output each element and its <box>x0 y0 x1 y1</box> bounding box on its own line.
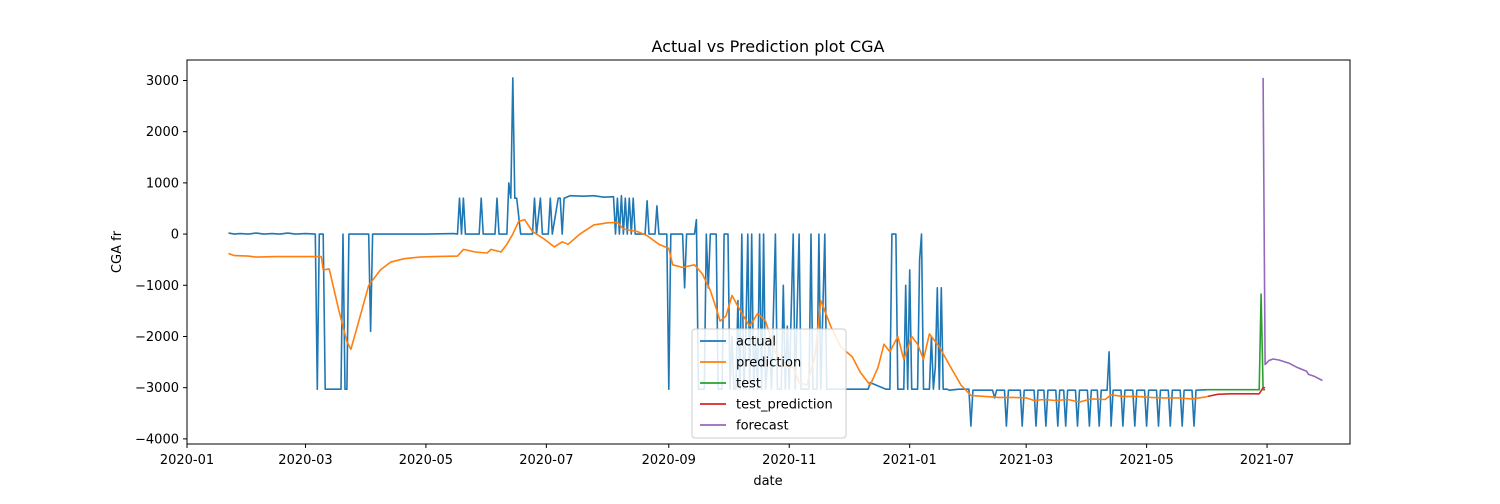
series-line-test <box>1207 293 1266 391</box>
x-axis-label: date <box>753 474 782 489</box>
x-tick-label: 2020-11 <box>762 453 816 468</box>
plot-frame <box>186 59 1351 445</box>
y-tick-label: 0 <box>171 228 179 243</box>
plot-area <box>228 77 1323 427</box>
x-tick-label: 2021-07 <box>1240 453 1294 468</box>
x-axis: 2020-01 2020-03 2020-05 2020-07 2020-09 2020-… <box>160 444 1294 468</box>
legend-box <box>691 328 847 439</box>
x-tick-label: 2020-03 <box>278 453 332 468</box>
legend-label: forecast <box>736 419 789 434</box>
y-axis-label: CGA fr <box>110 230 125 273</box>
chart-title: Actual vs Prediction plot CGA <box>652 37 885 56</box>
y-tick-label: 3000 <box>146 74 179 89</box>
series-line-prediction <box>228 218 1209 403</box>
legend-label: test_prediction <box>736 398 833 413</box>
x-tick-label: 2020-01 <box>160 453 214 468</box>
series-line-actual <box>228 77 1208 427</box>
x-tick-label: 2020-09 <box>642 453 696 468</box>
x-tick-label: 2021-05 <box>1119 453 1173 468</box>
y-tick-label: −3000 <box>135 381 179 396</box>
y-tick-label: 1000 <box>146 176 179 191</box>
x-tick-label: 2020-05 <box>399 453 453 468</box>
y-tick-label: −4000 <box>135 432 179 447</box>
x-tick-label: 2021-03 <box>999 453 1053 468</box>
series-line-forecast <box>1262 77 1323 382</box>
y-axis: 3000 2000 1000 0 −1000 −2000 −3000 −4000 <box>135 74 187 447</box>
legend: actual prediction test test_predictionforec… <box>691 328 847 439</box>
y-tick-label: −2000 <box>135 330 179 345</box>
legend-label: prediction <box>736 356 801 371</box>
legend-label: test <box>736 377 761 392</box>
x-tick-label: 2020-07 <box>519 453 573 468</box>
x-tick-label: 2021-01 <box>883 453 937 468</box>
y-tick-label: 2000 <box>146 125 179 140</box>
series-line-test-prediction <box>1207 386 1266 398</box>
y-tick-label: −1000 <box>135 279 179 294</box>
legend-label: actual <box>736 335 776 350</box>
